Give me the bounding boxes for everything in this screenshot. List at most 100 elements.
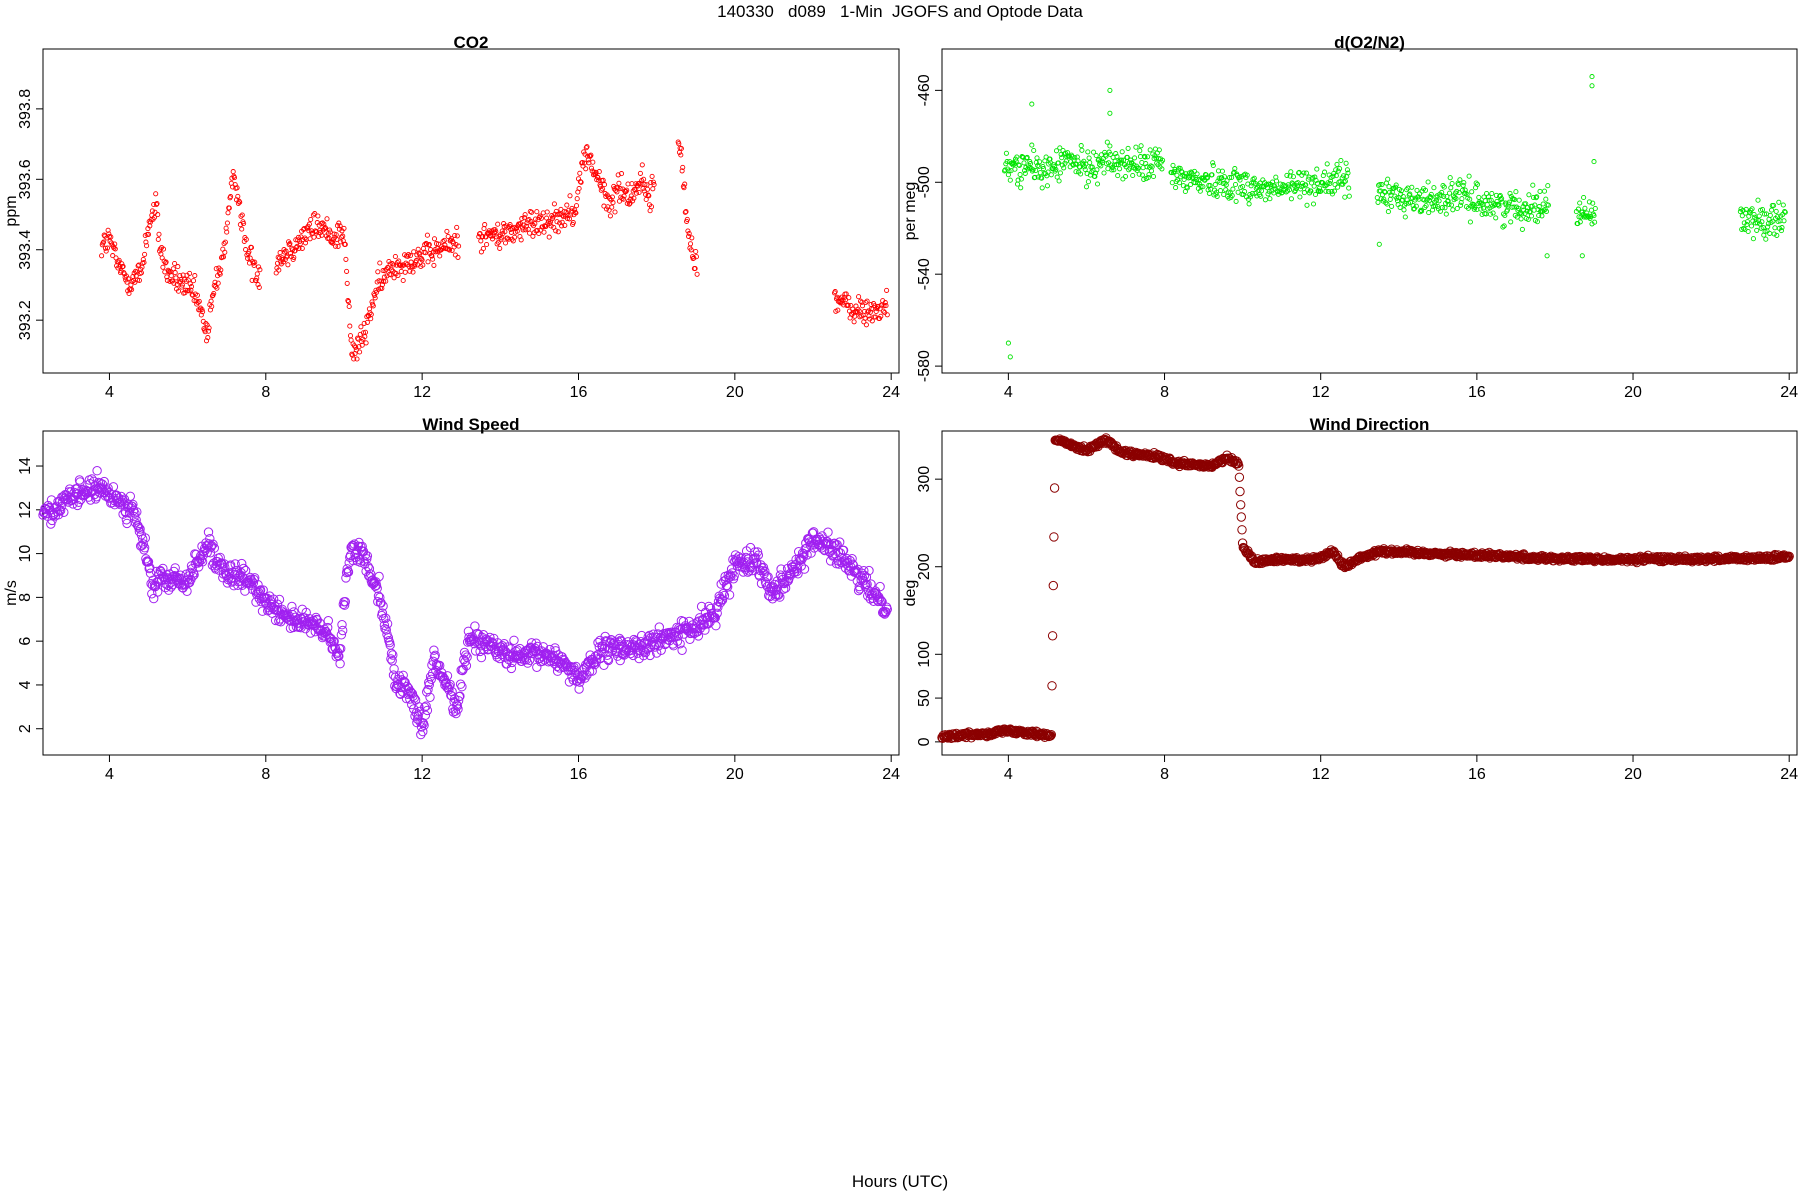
data-point [253,277,259,283]
data-point [1086,155,1092,161]
data-point [1081,164,1088,170]
data-point [1159,166,1165,172]
data-point [397,675,407,685]
data-point [1774,232,1780,238]
data-point [140,256,146,263]
data-point [1524,208,1530,214]
data-point [1539,213,1545,219]
data-point [206,325,212,331]
data-point [641,176,647,182]
data-point [428,247,434,253]
data-point [1526,192,1532,198]
data-point [1431,185,1437,191]
data-point [317,227,323,233]
data-point [1576,214,1582,220]
data-point [598,187,604,193]
data-point [302,240,309,246]
data-point [256,264,262,270]
data-point [583,145,589,151]
data-point [343,567,354,577]
data-point [187,564,197,574]
data-point [135,524,145,534]
data-point [711,621,721,631]
data-point [256,284,262,290]
data-point [520,227,526,233]
data-point [1739,213,1745,219]
data-point [379,282,385,288]
y-tick-label: 393.4 [17,230,34,270]
data-point [1221,174,1227,180]
y-axis-label: m/s [3,580,20,606]
data-point [859,566,869,576]
data-point [1582,205,1588,211]
data-point [676,141,682,147]
data-point [528,218,534,224]
data-point [1441,184,1447,190]
data-point [620,196,626,202]
data-point [1206,190,1212,196]
data-point [419,257,425,263]
data-point [562,222,568,228]
data-point [559,223,565,229]
data-point [1401,207,1407,213]
data-point [1486,194,1492,200]
data-point [377,608,388,618]
data-point [631,195,637,201]
data-point [799,564,810,574]
data-point [649,173,655,179]
data-point [1517,210,1523,217]
data-point [603,655,614,666]
data-point [301,225,307,232]
data-point [337,620,347,630]
data-point [594,174,600,180]
data-point [1284,172,1290,178]
data-point [682,209,688,215]
data-point [1435,203,1441,210]
x-tick-label: 20 [726,384,744,401]
data-point [1296,169,1302,175]
data-point [1232,181,1239,188]
data-point [1410,203,1416,209]
data-point [588,165,595,171]
data-point [1474,181,1481,187]
data-point [1402,214,1408,220]
data-point [1119,149,1125,155]
data-point [1329,189,1335,195]
data-point [1246,201,1252,207]
data-point [340,233,346,239]
data-point [1457,177,1463,183]
data-point [1061,165,1067,171]
data-point [164,274,170,280]
data-point [448,236,455,242]
data-point [1575,206,1581,212]
data-point [1219,168,1225,174]
data-point [636,637,646,647]
data-point [1015,177,1021,183]
data-point [255,282,261,288]
data-point [401,693,412,704]
data-point [208,298,214,304]
data-point [357,349,363,355]
data-point [1545,183,1551,189]
data-point [719,590,730,601]
data-point [1234,472,1245,482]
data-point [290,256,296,263]
data-point [633,190,640,196]
data-point [1034,155,1040,161]
data-point [497,641,507,651]
data-point [1763,236,1769,242]
data-point [864,565,874,576]
data-point [291,254,297,260]
data-point [636,189,642,196]
data-point [383,278,389,284]
data-point [832,289,838,295]
data-point [1053,167,1059,173]
data-point [492,652,502,662]
data-point [715,593,725,603]
data-point [149,208,155,214]
data-point [1530,182,1536,188]
data-point [835,537,845,547]
data-point [189,292,195,298]
data-point [1271,183,1278,189]
data-point [330,642,340,652]
